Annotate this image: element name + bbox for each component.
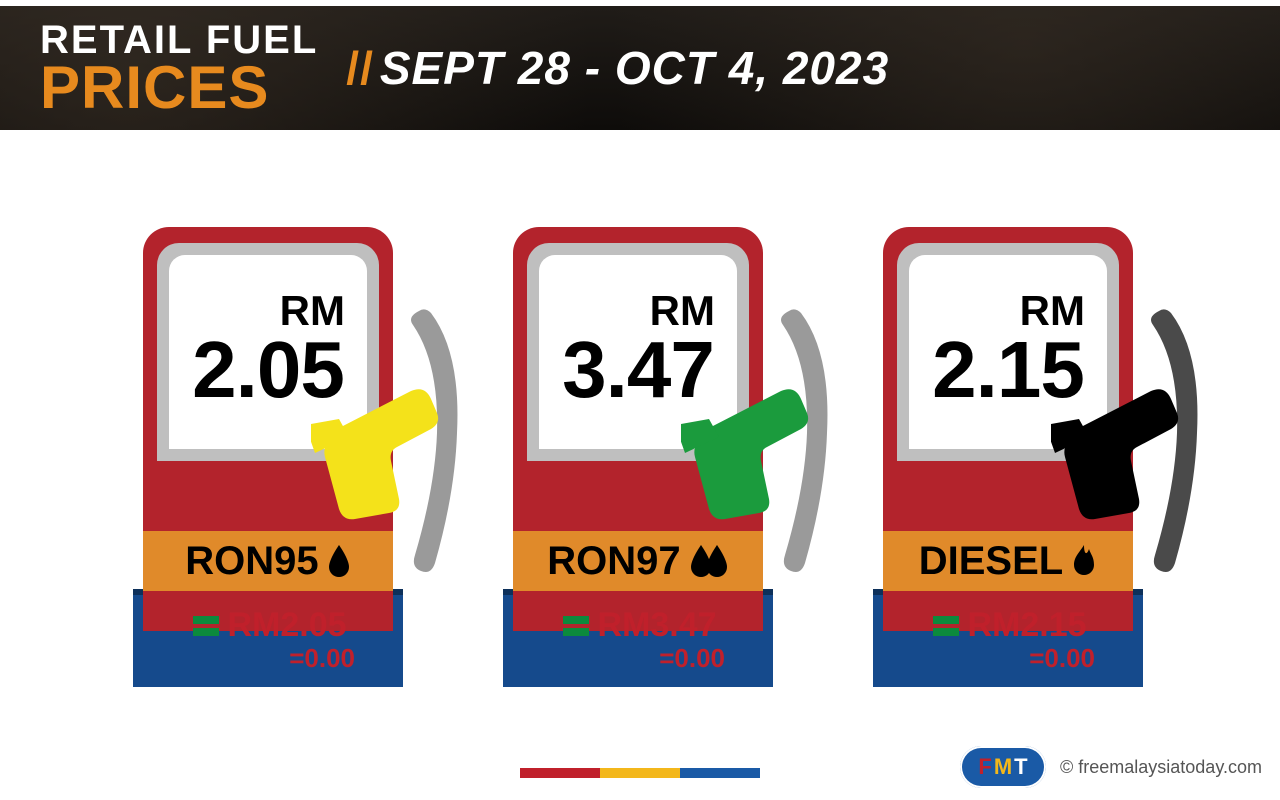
pump-screen-inner: RM 3.47 xyxy=(539,255,737,449)
double-drop-icon xyxy=(689,545,729,577)
date-text: SEPT 28 - OCT 4, 2023 xyxy=(380,42,889,94)
pump-diesel: RM 2.15 DIESEL RM2.15 =0.00 xyxy=(855,187,1165,687)
unchanged-icon xyxy=(193,616,219,636)
price-delta: =0.00 xyxy=(289,643,355,674)
previous-price: RM2.05 xyxy=(227,606,346,645)
footer: F M T © freemalaysiatoday.com xyxy=(0,750,1280,800)
previous-price-block: RM2.15 =0.00 xyxy=(915,601,1105,679)
price-delta: =0.00 xyxy=(1029,643,1095,674)
footer-stripe xyxy=(520,768,760,778)
flame-icon xyxy=(1071,545,1097,577)
fuel-type-bar: RON97 xyxy=(513,531,763,591)
infographic-root: RETAIL FUEL PRICES //SEPT 28 - OCT 4, 20… xyxy=(0,0,1280,800)
previous-price: RM3.47 xyxy=(597,606,716,645)
header-banner: RETAIL FUEL PRICES //SEPT 28 - OCT 4, 20… xyxy=(0,0,1280,134)
logo-letter-t: T xyxy=(1014,754,1027,780)
pump-screen: RM 3.47 xyxy=(527,243,749,461)
fuel-type-label: RON97 xyxy=(547,539,680,584)
pump-ron95: RM 2.05 RON95 RM2.05 =0.00 xyxy=(115,187,425,687)
price-value: 2.05 xyxy=(192,332,344,408)
unchanged-icon xyxy=(933,616,959,636)
title-line2: PRICES xyxy=(40,59,318,116)
slash-accent: // xyxy=(346,42,374,94)
pump-screen-inner: RM 2.15 xyxy=(909,255,1107,449)
footer-right: F M T © freemalaysiatoday.com xyxy=(960,746,1262,788)
unchanged-icon xyxy=(563,616,589,636)
price-value: 2.15 xyxy=(932,332,1084,408)
previous-price: RM2.15 xyxy=(967,606,1086,645)
title-line1: RETAIL FUEL xyxy=(40,21,318,59)
fmt-logo: F M T xyxy=(960,746,1046,788)
pumps-row: RM 2.05 RON95 RM2.05 =0.00 xyxy=(0,134,1280,800)
logo-letter-f: F xyxy=(978,754,991,780)
fuel-type-label: RON95 xyxy=(185,539,318,584)
pump-screen: RM 2.05 xyxy=(157,243,379,461)
pump-ron97: RM 3.47 RON97 RM3.47 =0.00 xyxy=(485,187,795,687)
fuel-type-label: DIESEL xyxy=(919,539,1063,584)
previous-price-block: RM3.47 =0.00 xyxy=(545,601,735,679)
price-delta: =0.00 xyxy=(659,643,725,674)
fuel-type-bar: RON95 xyxy=(143,531,393,591)
date-range: //SEPT 28 - OCT 4, 2023 xyxy=(346,41,889,95)
pump-screen: RM 2.15 xyxy=(897,243,1119,461)
pump-screen-inner: RM 2.05 xyxy=(169,255,367,449)
price-value: 3.47 xyxy=(562,332,714,408)
drop-icon xyxy=(327,545,351,577)
copyright-text: © freemalaysiatoday.com xyxy=(1060,757,1262,778)
logo-letter-m: M xyxy=(994,754,1012,780)
title-block: RETAIL FUEL PRICES xyxy=(40,21,318,116)
fuel-type-bar: DIESEL xyxy=(883,531,1133,591)
previous-price-block: RM2.05 =0.00 xyxy=(175,601,365,679)
